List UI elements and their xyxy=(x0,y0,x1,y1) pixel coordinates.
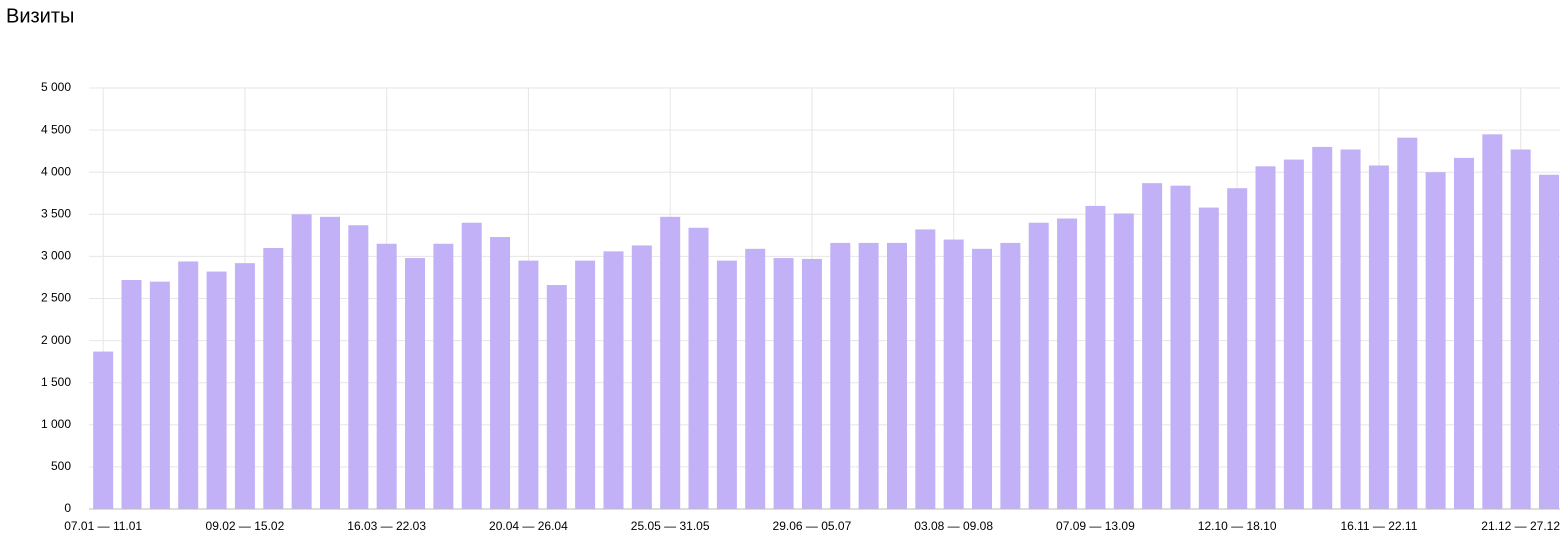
bar xyxy=(206,271,227,509)
bar xyxy=(745,248,766,509)
y-tick-label: 2 000 xyxy=(41,333,71,347)
bar xyxy=(1198,207,1219,509)
x-tick-label: 07.01 — 11.01 xyxy=(64,519,142,533)
bar xyxy=(915,229,936,509)
bar xyxy=(1057,218,1078,509)
bar xyxy=(972,248,993,509)
x-tick-label: 16.03 — 22.03 xyxy=(347,519,426,533)
bar xyxy=(1397,137,1418,510)
x-tick-label: 25.05 — 31.05 xyxy=(631,519,710,533)
bar xyxy=(1539,174,1560,509)
y-tick-label: 2 500 xyxy=(41,291,71,305)
x-tick-label: 16.11 — 22.11 xyxy=(1340,519,1417,533)
bar xyxy=(93,351,114,509)
bar xyxy=(1085,205,1106,509)
bar xyxy=(1340,149,1361,509)
bar xyxy=(1312,146,1333,509)
bar xyxy=(1425,172,1446,509)
bar xyxy=(178,261,199,509)
bar xyxy=(1113,213,1134,509)
x-tick-label: 09.02 — 15.02 xyxy=(206,519,285,533)
bar xyxy=(1283,159,1304,509)
bar xyxy=(716,260,737,509)
y-tick-label: 1 000 xyxy=(41,417,71,431)
y-tick-label: 3 000 xyxy=(41,249,71,263)
bar xyxy=(376,243,397,509)
bar xyxy=(319,216,340,510)
bar xyxy=(575,260,596,509)
bar xyxy=(1510,149,1531,509)
bar xyxy=(943,239,964,509)
bar xyxy=(773,258,794,509)
y-tick-label: 3 500 xyxy=(41,206,71,220)
y-tick-label: 0 xyxy=(64,501,71,515)
x-tick-label: 29.06 — 05.07 xyxy=(773,519,852,533)
bar xyxy=(461,222,482,509)
y-tick-label: 4 000 xyxy=(41,164,71,178)
bar xyxy=(603,251,624,509)
bar xyxy=(858,242,879,510)
x-tick-label: 21.12 — 27.12 xyxy=(1481,519,1560,533)
y-tick-label: 4 500 xyxy=(41,122,71,136)
bar xyxy=(688,227,709,509)
bar xyxy=(1227,188,1248,509)
bar xyxy=(830,242,851,510)
bar xyxy=(801,258,822,509)
x-tick-label: 20.04 — 26.04 xyxy=(489,519,568,533)
bar xyxy=(121,279,142,509)
bar xyxy=(886,242,907,510)
bar xyxy=(518,260,539,509)
bar xyxy=(234,263,255,509)
bar xyxy=(1000,242,1021,510)
bar xyxy=(1453,157,1474,510)
x-tick-label: 03.08 — 09.08 xyxy=(914,519,993,533)
x-tick-label: 12.10 — 18.10 xyxy=(1198,519,1277,533)
bar xyxy=(1142,183,1163,509)
y-tick-label: 5 000 xyxy=(41,80,71,94)
bar xyxy=(1368,165,1389,510)
bar xyxy=(291,214,312,510)
bar xyxy=(1255,166,1276,509)
bar xyxy=(631,245,652,510)
chart-title: Визиты xyxy=(6,5,74,27)
y-tick-label: 500 xyxy=(51,459,71,473)
bar xyxy=(405,258,426,509)
bar xyxy=(490,237,511,509)
bar xyxy=(1170,185,1191,509)
bar xyxy=(263,247,284,510)
bar xyxy=(433,243,454,509)
bar xyxy=(1028,222,1049,509)
bar xyxy=(149,281,170,509)
x-tick-label: 07.09 — 13.09 xyxy=(1056,519,1135,533)
bar xyxy=(1482,134,1503,509)
y-tick-label: 1 500 xyxy=(41,375,71,389)
bar xyxy=(660,216,681,510)
bar xyxy=(348,225,369,509)
bar xyxy=(546,285,567,509)
